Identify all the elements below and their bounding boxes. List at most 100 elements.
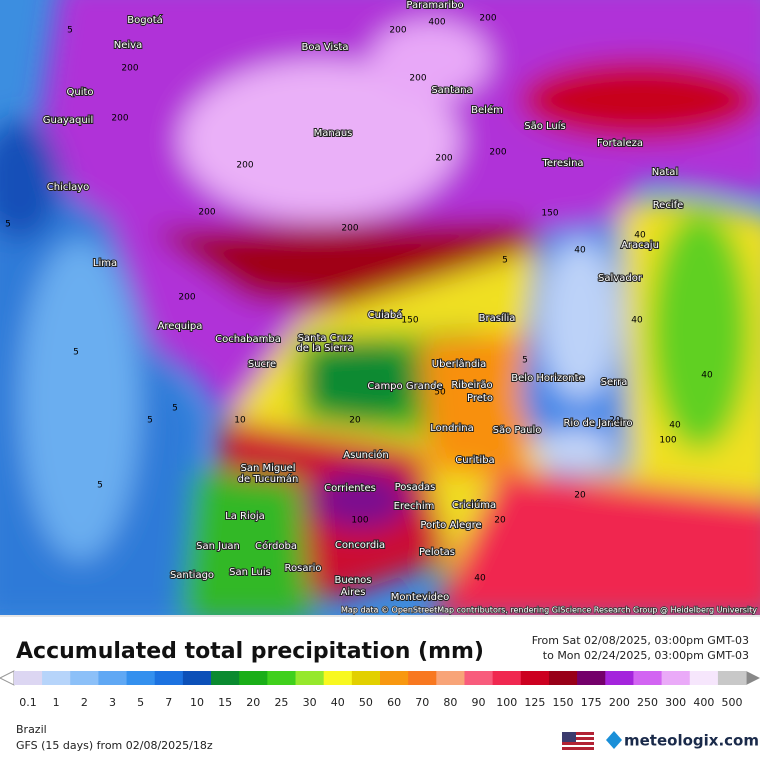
contour-label: 100 (659, 436, 676, 446)
level-label: 1 (53, 696, 60, 709)
contour-label: 5 (522, 356, 528, 366)
city-label: Bogotá (127, 14, 163, 26)
contour-label: 20 (349, 416, 361, 426)
contour-label: 200 (121, 64, 138, 74)
level-label: 300 (665, 696, 686, 709)
city-label: Belém (471, 104, 503, 116)
contour-label: 150 (401, 316, 418, 326)
city-label: Natal (652, 167, 678, 178)
city-label: Sucre (248, 359, 276, 370)
contour-label: 20 (494, 516, 506, 526)
flag (562, 732, 594, 750)
level-label: 200 (609, 696, 630, 709)
level-label: 150 (553, 696, 574, 709)
contour-label: 200 (198, 208, 215, 218)
region: Brazil (16, 723, 47, 736)
color-swatch (577, 671, 606, 685)
city-label: Concordia (335, 540, 385, 551)
level-label: 40 (331, 696, 345, 709)
city-label: Serra (601, 377, 628, 388)
color-swatch (717, 671, 747, 685)
city-label: Ribeirão (451, 380, 492, 391)
contour-label: 40 (634, 231, 646, 241)
level-label: 20 (246, 696, 260, 709)
contour-label: 40 (631, 316, 643, 326)
level-label: 10 (190, 696, 204, 709)
contour-label: 5 (502, 256, 508, 266)
brand-logo (606, 731, 622, 749)
level-label: 3 (109, 696, 116, 709)
contour-label: 5 (5, 220, 11, 230)
contour-label: 400 (428, 18, 445, 28)
city-label: Salvador (598, 273, 643, 284)
city-label: Rio de Janeiro (563, 418, 632, 429)
level-label: 15 (218, 696, 232, 709)
city-label: Londrina (430, 423, 474, 434)
city-label: La Rioja (225, 511, 265, 522)
color-swatch (464, 671, 494, 685)
color-swatch (154, 671, 184, 685)
city-label: Campo Grande (367, 381, 442, 392)
level-label: 25 (274, 696, 288, 709)
city-label: Teresina (541, 158, 583, 169)
city-label: Santana (431, 85, 472, 96)
city-label: Rosario (285, 563, 322, 574)
contour-label: 50 (434, 388, 446, 398)
contour-label: 20 (574, 491, 586, 501)
contour-label: 150 (541, 209, 558, 219)
brand[interactable]: meteologix.com (624, 732, 759, 750)
contour-label: 5 (172, 404, 178, 414)
city-label: Porto Alegre (420, 520, 481, 531)
contour-label: 200 (409, 74, 426, 84)
city-label: Curitiba (455, 455, 494, 466)
color-swatch (42, 671, 71, 685)
color-swatch (548, 671, 578, 685)
contour-label: 5 (73, 348, 79, 358)
attribution: Map data © OpenStreetMap contributors, r… (341, 606, 757, 615)
city-label: Arequipa (158, 321, 203, 332)
color-swatch (351, 671, 381, 685)
contour-label: 40 (701, 371, 713, 381)
contour-label: 20 (609, 416, 621, 426)
city-label: Santa Cruz (298, 333, 353, 344)
city-label: Montevideo (391, 592, 449, 603)
contour-label: 200 (178, 293, 195, 303)
city-label: Manaus (314, 128, 353, 139)
city-label: Guayaquil (43, 115, 94, 126)
city-label: Aires (341, 587, 366, 598)
color-swatch (408, 671, 437, 685)
city-label: Asunción (343, 449, 388, 461)
contour-label: 200 (435, 154, 452, 164)
color-swatch (605, 671, 634, 685)
contour-label: 10 (234, 416, 246, 426)
city-label: Santiago (170, 570, 214, 581)
contour-label: 40 (574, 246, 586, 256)
level-label: 100 (496, 696, 517, 709)
level-label: 0.1 (19, 696, 37, 709)
contour-label: 5 (147, 416, 153, 426)
color-swatch (239, 671, 268, 685)
colorbar-arrow-low (0, 670, 15, 686)
color-swatch (13, 671, 43, 685)
contour-label: 200 (341, 224, 358, 234)
color-swatch (492, 671, 522, 685)
city-label: Criciúma (452, 499, 496, 511)
city-label: Recife (653, 200, 684, 211)
level-label: 80 (443, 696, 457, 709)
legend-title: Accumulated total precipitation (mm) (16, 639, 484, 664)
city-label: Boa Vista (302, 42, 349, 53)
colorbar-arrow-high (746, 671, 760, 685)
level-label: 7 (165, 696, 172, 709)
color-swatch (182, 671, 212, 685)
city-label: Pelotas (419, 547, 455, 558)
city-label: San Juan (196, 541, 240, 552)
level-label: 70 (415, 696, 429, 709)
contour-label: 40 (669, 421, 681, 431)
contour-label: 200 (479, 14, 496, 24)
city-label: Brasília (479, 312, 516, 324)
city-label: de Tucumán (238, 473, 299, 485)
contour-label: 5 (67, 26, 73, 36)
level-label: 5 (137, 696, 144, 709)
color-swatch (323, 671, 353, 685)
city-label: Buenos (334, 575, 371, 586)
